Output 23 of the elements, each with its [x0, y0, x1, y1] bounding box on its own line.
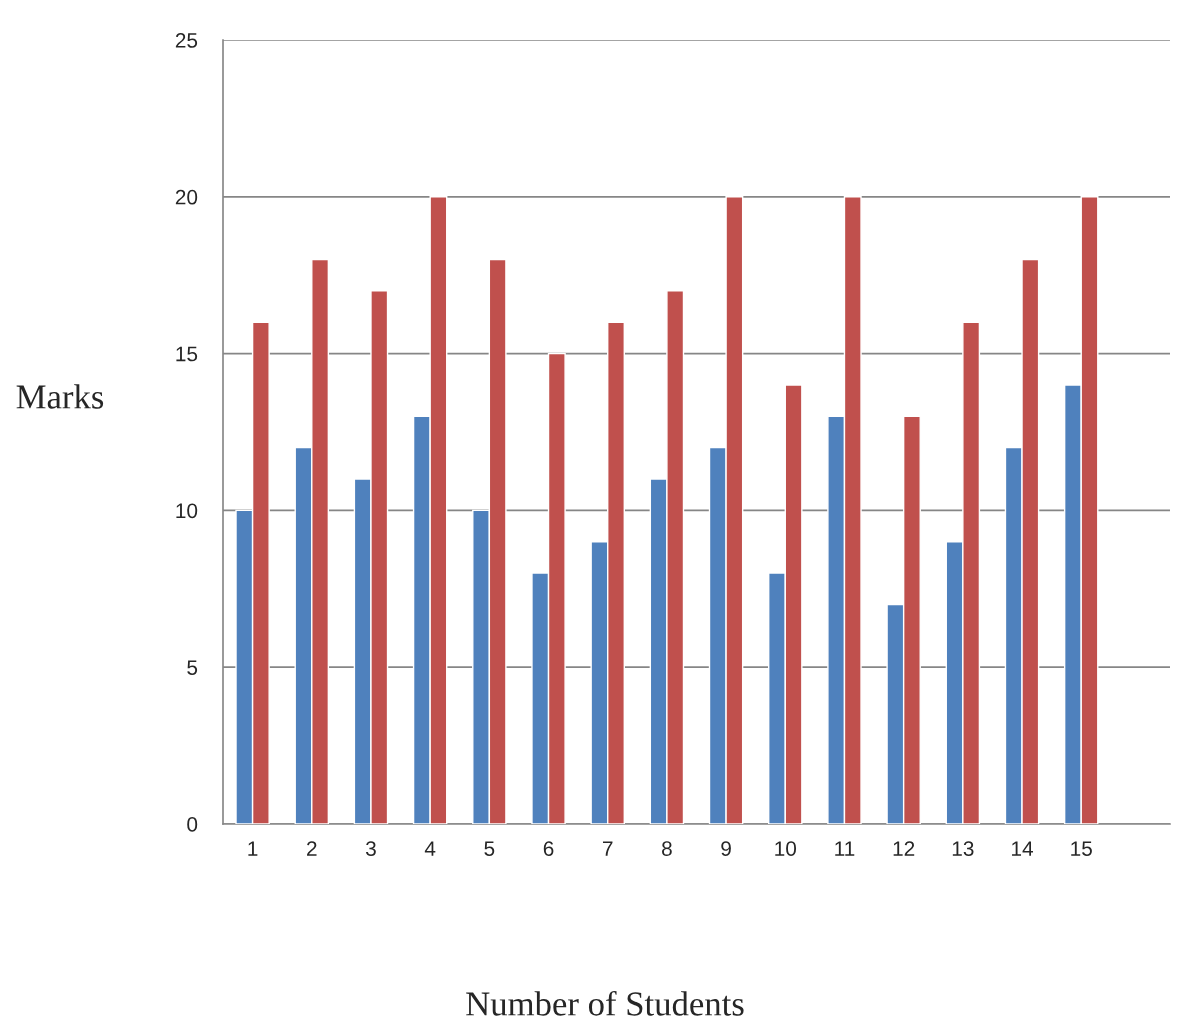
y-tick-label: 25: [175, 33, 198, 48]
x-tick-label: 5: [484, 841, 495, 856]
x-tick-label: 13: [952, 841, 974, 856]
x-tick-label: 3: [365, 841, 376, 856]
x-tick-label: 10: [775, 841, 797, 856]
x-tick-label: 11: [835, 841, 855, 856]
x-tick-label: 7: [602, 841, 613, 856]
y-tick-label: 15: [176, 346, 198, 362]
y-axis-title: Marks: [16, 384, 104, 409]
y-tick-label: 0: [187, 817, 198, 832]
x-tick-label: 4: [424, 841, 436, 856]
x-tick-label: 15: [1071, 841, 1092, 856]
y-tick-label: 5: [187, 660, 198, 675]
x-tick-label: 6: [543, 841, 554, 856]
x-tick-label: 2: [307, 841, 317, 856]
x-tick-label: 8: [662, 841, 672, 856]
x-tick-label: 14: [1012, 841, 1034, 856]
x-tick-label: 1: [248, 841, 258, 856]
x-axis-title: Number of Students: [466, 990, 744, 1016]
y-tick-label: 20: [175, 189, 198, 205]
y-tick-label: 10: [176, 503, 198, 519]
x-tick-label: 12: [893, 841, 915, 856]
x-tick-label: 9: [721, 841, 731, 856]
